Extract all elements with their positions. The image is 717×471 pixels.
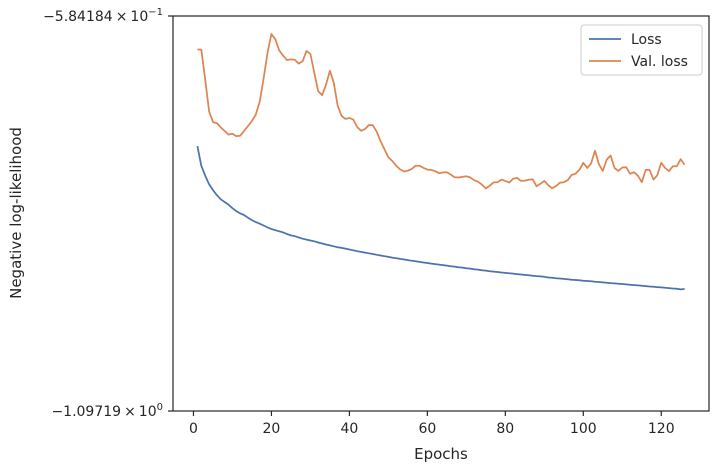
x-tick-label: 60 [418,421,436,437]
x-tick-label: 40 [340,421,358,437]
x-tick-label: 0 [189,421,198,437]
x-tick-label: 120 [648,421,675,437]
plot-frame [172,15,710,412]
legend-box [580,24,703,76]
series-line-val-loss [197,33,686,190]
y-tick-label-top: −5.84184 × 10−1 [43,7,163,25]
series-line-loss [196,145,685,291]
y-axis-label: Negative log-likelihood [7,127,25,299]
y-axis-ticks: −5.84184 × 10−1 −1.09719 × 100 [43,7,173,420]
y-tick-label-bottom: −1.09719 × 100 [51,402,163,420]
legend-label-val-loss: Val. loss [631,54,688,70]
legend: Loss Val. loss [580,24,703,76]
x-tick-label: 100 [570,421,597,437]
x-axis-label: Epochs [414,445,468,463]
x-tick-label: 20 [263,421,281,437]
x-tick-label: 80 [496,421,514,437]
legend-label-loss: Loss [631,32,662,48]
series-layer [196,33,686,291]
x-axis-ticks: 0 20 40 60 80 100 120 [189,411,675,437]
